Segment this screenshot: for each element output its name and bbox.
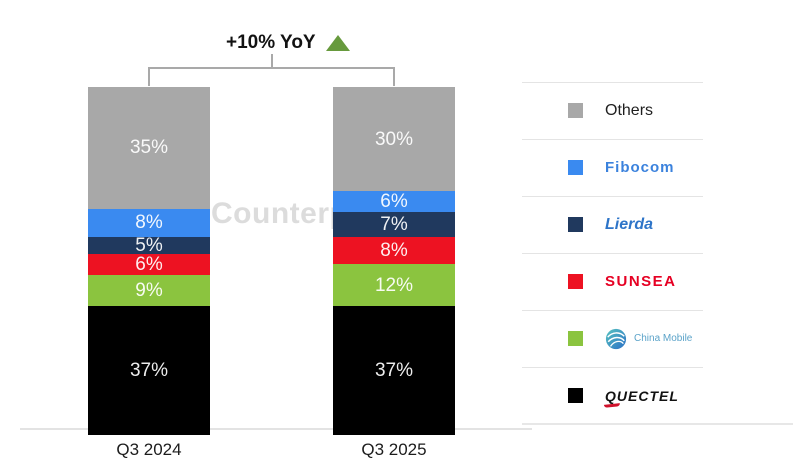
lierda-logo: Lierda [605, 215, 654, 233]
segment-value-label: 37% [129, 360, 169, 382]
segment-value-label: 7% [380, 213, 408, 235]
legend-separator [522, 367, 703, 368]
segment-value-label: 12% [374, 274, 414, 296]
x-label-q3-2024: Q3 2024 [116, 440, 182, 459]
bracket-right-tick [393, 67, 395, 86]
segment-sunsea: 8% [333, 236, 455, 265]
segment-quectel: 37% [88, 306, 210, 435]
china-mobile-logo: China Mobile [605, 328, 692, 350]
segment-value-label: 6% [380, 191, 408, 213]
segment-value-label: 30% [374, 128, 414, 150]
fibocom-logo: Fibocom [605, 159, 675, 176]
segment-sunsea: 6% [88, 254, 210, 275]
quectel-label: QUECTEL [605, 387, 679, 404]
legend-separator [522, 196, 703, 197]
others-color-swatch [568, 103, 583, 118]
stacked-bar-q3-2024: 35% 8% 5% 6% 9% 37% [88, 87, 210, 435]
segment-others: 35% [88, 87, 210, 209]
stacked-bar-q3-2025: 30% 6% 7% 8% 12% 37% [333, 87, 455, 435]
fibocom-color-swatch [568, 160, 583, 175]
yoy-annotation: +10% YoY [226, 32, 350, 54]
segment-value-label: 5% [135, 234, 163, 256]
quectel-color-swatch [568, 388, 583, 403]
segment-lierda: 7% [333, 212, 455, 237]
segment-china-mobile: 9% [88, 274, 210, 307]
lierda-color-swatch [568, 217, 583, 232]
legend: Others Fibocom Lierda SUNSEA [522, 82, 793, 425]
segment-china-mobile: 12% [333, 264, 455, 307]
legend-bottom-border [522, 423, 793, 425]
legend-separator [522, 139, 703, 140]
sunsea-logo: SUNSEA [605, 273, 677, 290]
segment-lierda: 5% [88, 234, 210, 256]
segment-value-label: 9% [135, 280, 163, 302]
bracket-left-tick [148, 67, 150, 86]
legend-item-lierda: Lierda [522, 196, 793, 253]
segment-fibocom: 8% [88, 208, 210, 237]
legend-separator [522, 310, 703, 311]
legend-item-quectel: QUECTEL [522, 367, 793, 424]
segment-others: 30% [333, 87, 455, 192]
legend-item-china-mobile: China Mobile [522, 310, 793, 367]
legend-separator [522, 82, 703, 83]
sunsea-color-swatch [568, 274, 583, 289]
legend-item-sunsea: SUNSEA [522, 253, 793, 310]
china-mobile-globe-icon [605, 328, 627, 349]
segment-quectel: 37% [333, 306, 455, 435]
x-axis-line [20, 428, 532, 430]
legend-item-fibocom: Fibocom [522, 139, 793, 196]
others-label: Others [605, 101, 654, 119]
legend-item-others: Others [522, 82, 793, 139]
segment-value-label: 6% [135, 253, 163, 275]
china-mobile-label: China Mobile [634, 333, 693, 344]
quectel-logo: QUECTEL [603, 387, 679, 408]
up-triangle-icon [325, 35, 350, 51]
segment-value-label: 8% [380, 240, 408, 262]
segment-fibocom: 6% [333, 191, 455, 213]
segment-value-label: 37% [374, 360, 414, 382]
yoy-label: +10% YoY [226, 32, 316, 53]
china-mobile-color-swatch [568, 331, 583, 346]
legend-separator [522, 253, 703, 254]
segment-value-label: 35% [129, 137, 169, 159]
segment-value-label: 8% [135, 212, 163, 234]
bracket-center-stem [271, 54, 273, 67]
bracket-horizontal-line [148, 67, 395, 69]
x-label-q3-2025: Q3 2025 [361, 440, 427, 459]
